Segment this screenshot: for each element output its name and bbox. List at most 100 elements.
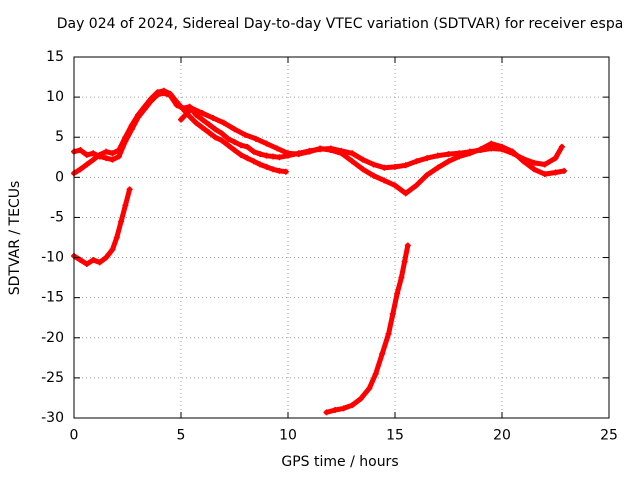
- data-point: [244, 155, 251, 162]
- data-point: [558, 143, 565, 150]
- data-point: [477, 146, 484, 153]
- data-point: [541, 171, 548, 178]
- chart-title: Day 024 of 2024, Sidereal Day-to-day VTE…: [57, 16, 624, 32]
- data-point: [250, 158, 257, 165]
- data-point: [282, 168, 289, 175]
- data-point: [372, 370, 379, 377]
- series-track-d: [71, 186, 133, 267]
- data-point: [242, 131, 249, 138]
- data-point: [413, 158, 420, 165]
- data-point: [103, 155, 110, 162]
- data-point: [276, 167, 283, 174]
- data-point: [456, 153, 463, 160]
- data-point: [379, 350, 386, 357]
- data-point: [270, 153, 277, 160]
- data-point: [332, 406, 339, 413]
- data-point: [257, 161, 264, 168]
- data-point: [83, 161, 90, 168]
- data-point: [338, 150, 345, 157]
- data-point: [237, 142, 244, 149]
- data-point: [349, 150, 356, 157]
- data-point: [90, 150, 97, 157]
- data-point: [389, 310, 396, 317]
- data-point: [531, 166, 538, 173]
- data-point: [323, 409, 330, 416]
- data-point: [225, 142, 232, 149]
- data-point: [225, 135, 232, 142]
- data-point: [552, 169, 559, 176]
- data-point: [220, 119, 227, 126]
- data-point: [499, 143, 505, 150]
- data-point: [103, 148, 110, 155]
- data-point: [445, 151, 452, 158]
- data-point: [274, 145, 281, 152]
- data-point: [122, 202, 129, 209]
- y-tick-label: 15: [46, 49, 64, 65]
- data-point: [402, 190, 409, 197]
- data-point: [295, 151, 302, 158]
- x-tick-label: 0: [70, 428, 79, 444]
- data-point: [118, 218, 125, 225]
- series-band: [324, 243, 411, 415]
- data-point: [381, 164, 388, 171]
- data-point: [520, 158, 527, 165]
- data-point: [90, 156, 97, 163]
- data-point: [113, 234, 120, 241]
- data-point: [263, 163, 270, 170]
- data-point: [385, 330, 392, 337]
- data-point: [126, 186, 133, 193]
- data-point: [244, 143, 251, 150]
- data-point: [77, 166, 84, 173]
- data-point: [83, 260, 90, 267]
- data-point: [398, 274, 405, 281]
- data-series: [71, 87, 568, 416]
- data-point: [276, 154, 283, 161]
- data-point: [90, 256, 97, 263]
- grid-lines: [74, 57, 609, 418]
- data-point: [413, 182, 420, 189]
- data-point: [402, 162, 409, 169]
- data-point: [180, 106, 187, 113]
- data-point: [212, 134, 219, 141]
- data-point: [231, 139, 238, 146]
- data-point: [148, 95, 155, 102]
- data-point: [370, 172, 377, 179]
- data-point: [445, 158, 452, 165]
- data-point: [231, 126, 238, 133]
- data-point: [178, 116, 184, 123]
- y-tick-label: 10: [46, 89, 64, 105]
- data-point: [83, 151, 90, 158]
- data-point: [167, 90, 174, 97]
- data-point: [434, 152, 441, 159]
- series-band: [71, 186, 133, 267]
- data-point: [424, 171, 431, 178]
- data-point: [173, 98, 180, 105]
- x-tick-label: 10: [279, 428, 297, 444]
- y-tick-label: -10: [41, 250, 64, 266]
- y-tick-label: -20: [41, 330, 64, 346]
- x-tick-label: 5: [177, 428, 186, 444]
- y-tick-label: -5: [50, 209, 64, 225]
- axes: 15 10 5 0 -5 -10 -15 -20 -25 -30 0 5 10 15 20 25: [41, 49, 618, 444]
- data-point: [218, 137, 225, 144]
- data-point: [109, 156, 116, 163]
- data-point: [188, 105, 195, 112]
- data-point: [366, 385, 373, 392]
- data-point: [199, 116, 206, 123]
- data-point: [349, 402, 356, 409]
- data-point: [285, 150, 291, 157]
- data-point: [218, 130, 225, 137]
- data-point: [109, 246, 116, 253]
- y-tick-label: 5: [55, 129, 64, 145]
- plot-frame: [73, 56, 610, 419]
- data-point: [96, 259, 103, 266]
- data-point: [270, 166, 277, 173]
- data-point: [317, 145, 324, 152]
- data-point: [394, 290, 401, 297]
- data-point: [357, 395, 364, 402]
- series-track-c: [178, 105, 568, 197]
- data-point: [370, 161, 377, 168]
- y-tick-label: 0: [55, 169, 64, 185]
- data-point: [359, 166, 366, 173]
